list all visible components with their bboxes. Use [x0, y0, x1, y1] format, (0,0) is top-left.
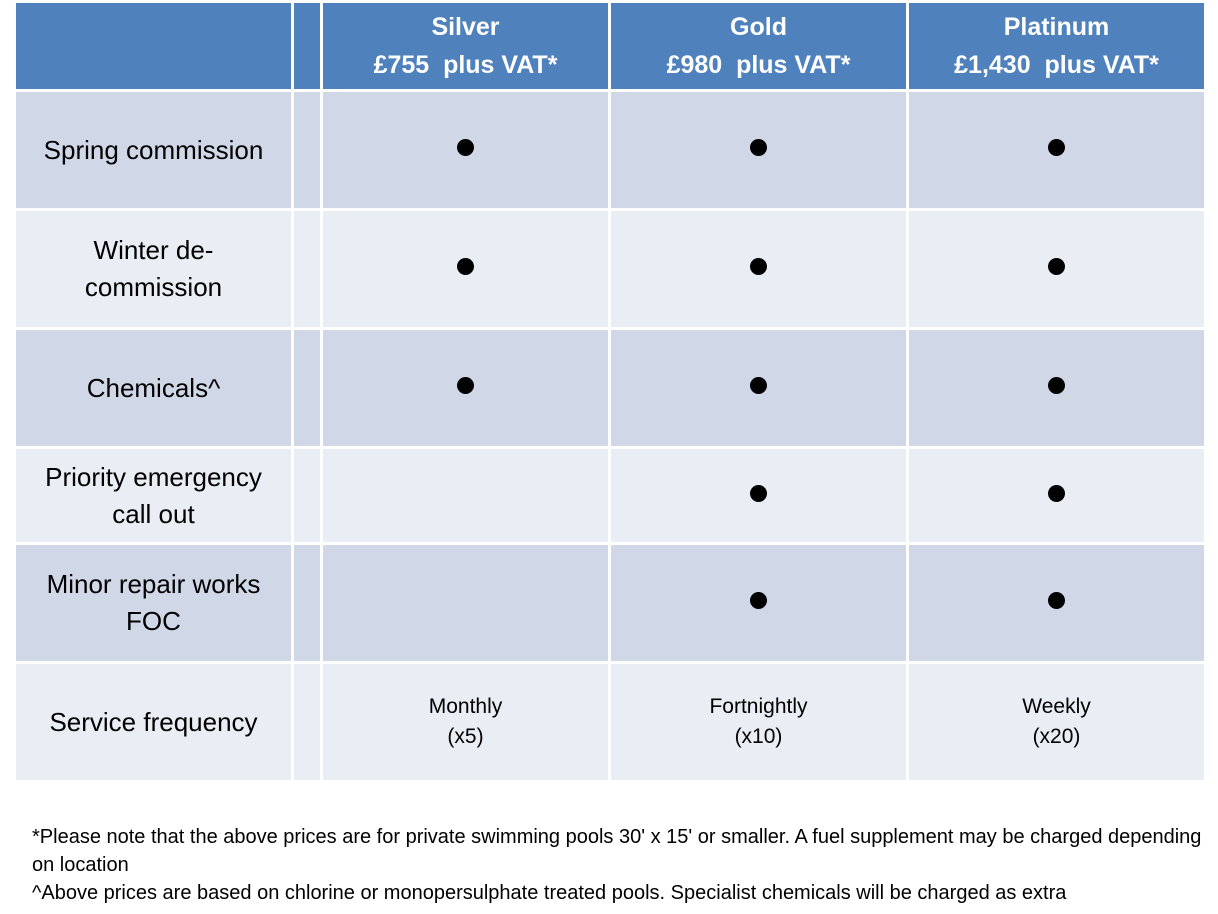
frequency-cell: Monthly (x5): [320, 661, 611, 783]
feature-cell: [320, 446, 611, 545]
feature-label: Minor repair works FOC: [13, 542, 294, 664]
filled-circle-icon: [750, 484, 767, 502]
feature-row-winter-decommission: Winter de-commission: [13, 208, 1207, 330]
header-spacer-cell: [291, 0, 323, 92]
spacer-cell: [291, 208, 323, 330]
feature-label: Priority emergency call out: [13, 446, 294, 545]
feature-cell: [906, 446, 1207, 545]
frequency-label: Service frequency: [13, 661, 294, 783]
filled-circle-icon: [750, 377, 767, 394]
spacer-cell: [291, 542, 323, 664]
feature-cell: [320, 208, 611, 330]
filled-circle-icon: [1048, 377, 1065, 394]
filled-circle-icon: [457, 377, 474, 394]
frequency-cell: Weekly (x20): [906, 661, 1207, 783]
plan-header-platinum: Platinum £1,430 plus VAT*: [906, 0, 1207, 92]
pricing-table: Silver £755 plus VAT* Gold £980 plus VAT…: [13, 0, 1207, 783]
feature-cell: [320, 89, 611, 211]
spacer-cell: [291, 446, 323, 545]
footnote-chemicals: ^Above prices are based on chlorine or m…: [32, 882, 1067, 904]
feature-cell: [906, 542, 1207, 664]
feature-cell: [608, 542, 909, 664]
plan-price: £755 plus VAT*: [373, 51, 558, 79]
filled-circle-icon: [750, 139, 767, 156]
frequency-count: (x5): [447, 725, 484, 748]
filled-circle-icon: [457, 139, 474, 156]
frequency-value: Fortnightly: [709, 695, 808, 718]
feature-cell: [608, 327, 909, 449]
plan-name: Silver: [431, 13, 500, 41]
feature-row-minor-repair: Minor repair works FOC: [13, 542, 1207, 664]
feature-row-chemicals: Chemicals^: [13, 327, 1207, 449]
spacer-cell: [291, 661, 323, 783]
feature-cell: [608, 89, 909, 211]
filled-circle-icon: [750, 258, 767, 275]
feature-cell: [320, 542, 611, 664]
feature-cell: [608, 208, 909, 330]
frequency-cell: Fortnightly (x10): [608, 661, 909, 783]
feature-label: Winter de-commission: [13, 208, 294, 330]
plan-name: Platinum: [1003, 13, 1110, 41]
filled-circle-icon: [1048, 258, 1065, 275]
footnotes: *Please note that the above prices are f…: [32, 823, 1202, 907]
filled-circle-icon: [1048, 484, 1065, 502]
filled-circle-icon: [1048, 139, 1065, 156]
frequency-count: (x10): [734, 725, 783, 748]
plan-name: Gold: [730, 13, 787, 41]
plan-header-silver: Silver £755 plus VAT*: [320, 0, 611, 92]
frequency-value: Monthly: [428, 695, 503, 718]
feature-cell: [906, 89, 1207, 211]
feature-cell: [906, 327, 1207, 449]
plan-price: £1,430 plus VAT*: [954, 51, 1159, 79]
feature-cell: [608, 446, 909, 545]
header-empty-cell: [13, 0, 294, 92]
spacer-cell: [291, 89, 323, 211]
filled-circle-icon: [1048, 592, 1065, 609]
filled-circle-icon: [750, 592, 767, 609]
feature-row-priority-emergency: Priority emergency call out: [13, 446, 1207, 545]
frequency-value: Weekly: [1022, 695, 1091, 718]
feature-label: Chemicals^: [13, 327, 294, 449]
feature-cell: [320, 327, 611, 449]
frequency-count: (x20): [1032, 725, 1081, 748]
footnote-prices: *Please note that the above prices are f…: [32, 826, 1202, 876]
feature-cell: [906, 208, 1207, 330]
filled-circle-icon: [457, 258, 474, 275]
feature-row-spring-commission: Spring commission: [13, 89, 1207, 211]
service-frequency-row: Service frequency Monthly (x5) Fortnight…: [13, 661, 1207, 783]
header-row: Silver £755 plus VAT* Gold £980 plus VAT…: [13, 0, 1207, 92]
spacer-cell: [291, 327, 323, 449]
plan-header-gold: Gold £980 plus VAT*: [608, 0, 909, 92]
plan-price: £980 plus VAT*: [666, 51, 851, 79]
feature-label: Spring commission: [13, 89, 294, 211]
